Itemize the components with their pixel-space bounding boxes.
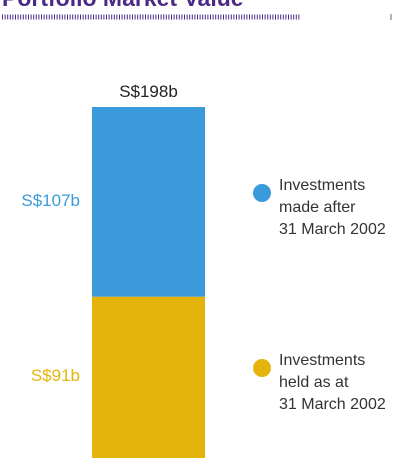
chart-title: Portfolio Market Value xyxy=(2,0,244,12)
bar-segment xyxy=(92,107,205,297)
legend-label: Investments held as at 31 March 2002 xyxy=(279,352,386,414)
value-label: S$107b xyxy=(21,190,80,210)
bar-segment xyxy=(92,296,205,458)
legend-marker xyxy=(253,359,271,378)
legend-label: Investments made after 31 March 2002 xyxy=(279,176,386,238)
legend-marker xyxy=(253,183,271,202)
value-label: S$91b xyxy=(30,366,80,386)
total-label: S$198b xyxy=(119,82,178,101)
